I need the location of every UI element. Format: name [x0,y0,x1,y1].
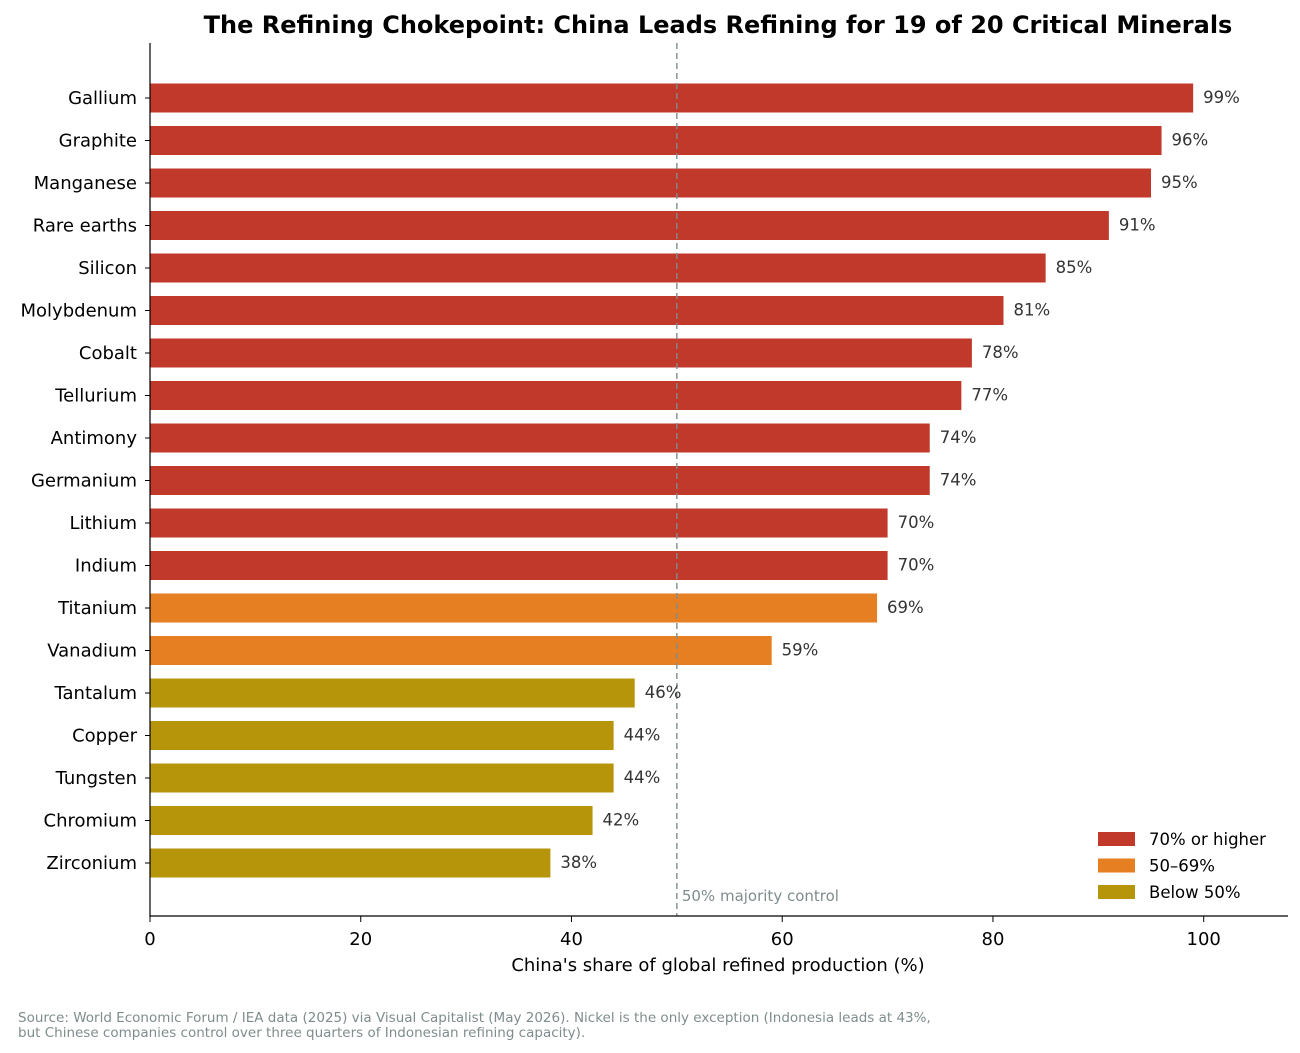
category-label-tantalum: Tantalum [54,683,138,704]
x-axis-title: China's share of global refined producti… [511,955,924,976]
bars-layer [150,83,1194,878]
legend-label-high: 70% or higher [1149,830,1266,849]
value-label-antimony: 74% [940,428,977,447]
bar-lithium [150,508,888,538]
value-label-vanadium: 59% [782,641,819,660]
value-label-lithium: 70% [898,513,935,532]
bar-titanium [150,593,878,623]
x-tick-label-40: 40 [560,929,583,950]
category-label-vanadium: Vanadium [47,641,137,662]
category-label-tellurium: Tellurium [54,386,137,407]
bar-graphite [150,126,1162,155]
value-label-graphite: 96% [1172,131,1209,150]
bar-tungsten [150,763,614,793]
bar-molybdenum [150,296,1004,325]
value-label-gallium: 99% [1203,88,1240,107]
x-tick-label-100: 100 [1187,929,1221,950]
legend: 70% or higher 50–69% Below 50% [1098,830,1266,902]
category-label-tungsten: Tungsten [55,768,137,789]
value-label-rare-earths: 91% [1119,216,1156,235]
category-label-rare-earths: Rare earths [33,216,137,237]
reference-line-label: 50% majority control [682,887,839,905]
x-tick-label-20: 20 [349,929,372,950]
category-label-lithium: Lithium [70,513,137,534]
bar-vanadium [150,636,772,665]
bar-gallium [150,83,1194,113]
category-label-manganese: Manganese [34,173,137,194]
category-label-molybdenum: Molybdenum [21,301,137,322]
category-label-copper: Copper [72,726,138,747]
legend-swatch-high [1098,832,1135,846]
category-label-antimony: Antimony [51,428,138,449]
value-label-tantalum: 46% [645,683,682,702]
bar-tantalum [150,678,635,708]
value-label-cobalt: 78% [982,343,1019,362]
bar-chromium [150,806,593,835]
category-label-indium: Indium [75,556,137,577]
value-label-tellurium: 77% [971,386,1008,405]
x-tick-label-80: 80 [982,929,1005,950]
legend-label-low: Below 50% [1149,883,1241,902]
category-label-silicon: Silicon [78,258,137,279]
legend-swatch-low [1098,885,1135,899]
bar-silicon [150,253,1046,283]
category-label-titanium: Titanium [57,598,137,619]
bar-antimony [150,423,930,453]
legend-label-mid: 50–69% [1149,857,1215,876]
source-note-line-2: but Chinese companies control over three… [18,1025,585,1041]
category-label-cobalt: Cobalt [79,343,137,364]
x-ticks-layer: 0 20 40 60 80 100 [144,916,1221,950]
bar-zirconium [150,848,551,878]
bar-cobalt [150,338,972,368]
value-label-chromium: 42% [603,811,640,830]
legend-swatch-mid [1098,858,1135,873]
bar-copper [150,721,614,750]
value-labels-layer: 99% 96% 95% 91% 85% 81% 78% 77% 74% 74% 70% 70% 69% 5… [560,88,1239,872]
category-labels-layer: Gallium Graphite Manganese Rare earths Silic… [21,88,150,874]
x-tick-label-60: 60 [771,929,794,950]
value-label-molybdenum: 81% [1014,301,1051,320]
bar-manganese [150,168,1152,198]
bar-indium [150,551,888,580]
bar-tellurium [150,381,962,410]
value-label-germanium: 74% [940,471,977,490]
category-label-gallium: Gallium [68,88,137,109]
value-label-zirconium: 38% [560,853,597,872]
value-label-titanium: 69% [887,598,924,617]
x-tick-label-0: 0 [144,929,155,950]
value-label-copper: 44% [624,726,661,745]
value-label-silicon: 85% [1056,258,1093,277]
bar-rare-earths [150,211,1109,240]
category-label-graphite: Graphite [59,131,137,152]
value-label-manganese: 95% [1161,173,1198,192]
category-label-germanium: Germanium [31,471,137,492]
value-label-indium: 70% [898,556,935,575]
source-note-line-1: Source: World Economic Forum / IEA data … [18,1010,931,1026]
reference-layer: 50% majority control [676,43,839,916]
bar-germanium [150,466,930,495]
category-label-zirconium: Zirconium [46,853,137,874]
chart-title: The Refining Chokepoint: China Leads Ref… [204,11,1233,39]
category-label-chromium: Chromium [44,811,137,832]
value-label-tungsten: 44% [624,768,661,787]
